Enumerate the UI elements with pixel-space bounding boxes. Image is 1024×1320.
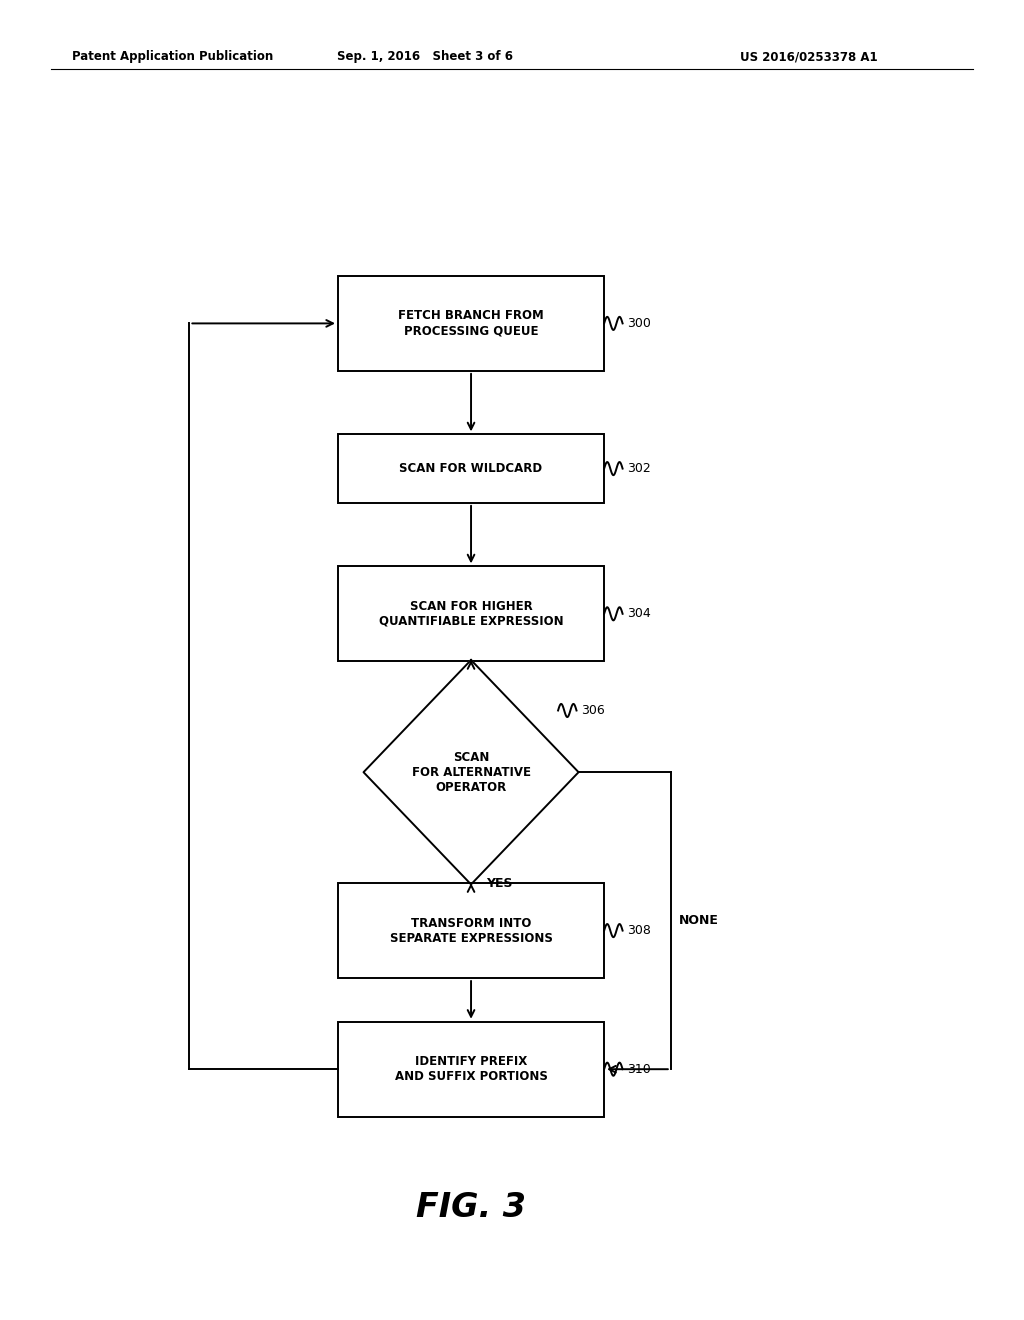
FancyBboxPatch shape — [338, 883, 604, 978]
Text: Patent Application Publication: Patent Application Publication — [72, 50, 273, 63]
Text: Sep. 1, 2016   Sheet 3 of 6: Sep. 1, 2016 Sheet 3 of 6 — [337, 50, 513, 63]
Text: IDENTIFY PREFIX
AND SUFFIX PORTIONS: IDENTIFY PREFIX AND SUFFIX PORTIONS — [394, 1055, 548, 1084]
Text: 302: 302 — [627, 462, 650, 475]
Text: 304: 304 — [627, 607, 650, 620]
Text: 306: 306 — [581, 704, 604, 717]
FancyBboxPatch shape — [338, 1022, 604, 1117]
Text: YES: YES — [486, 878, 513, 890]
Text: NONE: NONE — [679, 915, 719, 927]
Text: TRANSFORM INTO
SEPARATE EXPRESSIONS: TRANSFORM INTO SEPARATE EXPRESSIONS — [389, 916, 553, 945]
Text: SCAN FOR HIGHER
QUANTIFIABLE EXPRESSION: SCAN FOR HIGHER QUANTIFIABLE EXPRESSION — [379, 599, 563, 628]
Text: 308: 308 — [627, 924, 650, 937]
Text: 310: 310 — [627, 1063, 650, 1076]
FancyBboxPatch shape — [338, 276, 604, 371]
Text: FIG. 3: FIG. 3 — [416, 1191, 526, 1225]
FancyBboxPatch shape — [338, 566, 604, 661]
Polygon shape — [364, 660, 579, 884]
Text: FETCH BRANCH FROM
PROCESSING QUEUE: FETCH BRANCH FROM PROCESSING QUEUE — [398, 309, 544, 338]
Text: SCAN FOR WILDCARD: SCAN FOR WILDCARD — [399, 462, 543, 475]
Text: US 2016/0253378 A1: US 2016/0253378 A1 — [740, 50, 878, 63]
Text: SCAN
FOR ALTERNATIVE
OPERATOR: SCAN FOR ALTERNATIVE OPERATOR — [412, 751, 530, 793]
FancyBboxPatch shape — [338, 434, 604, 503]
Text: 300: 300 — [627, 317, 650, 330]
